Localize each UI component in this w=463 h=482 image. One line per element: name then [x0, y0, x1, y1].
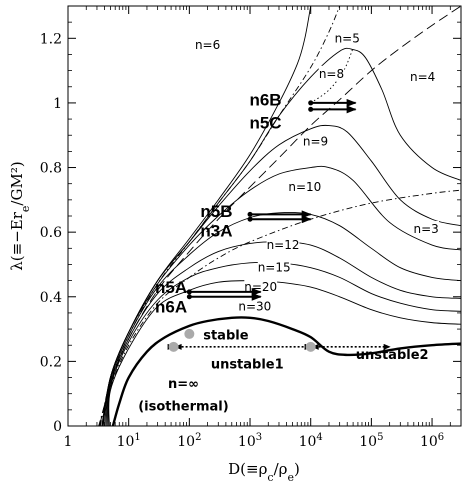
- x-tick-label: 103: [238, 432, 262, 450]
- series-label: n=9: [303, 135, 328, 149]
- x-tick-label: 104: [299, 432, 323, 450]
- series-label-bg: [257, 259, 291, 274]
- arrow-start-dot: [186, 294, 192, 300]
- series-label: n=12: [267, 238, 300, 252]
- series-label-bg: [334, 30, 361, 45]
- series-label: n=10: [288, 180, 321, 194]
- model-label: n6A: [155, 297, 187, 316]
- series-line-n=5: [99, 6, 341, 426]
- series-label: n=30: [238, 299, 271, 313]
- x-tick-label: 105: [359, 432, 383, 450]
- y-tick-label: 0.4: [40, 290, 62, 306]
- series-label-bg: [288, 178, 322, 193]
- x-tick-label: 101: [117, 432, 141, 450]
- x-tick-label: 102: [177, 432, 201, 450]
- series-label: n=3: [414, 222, 439, 236]
- series-label-bg: [318, 65, 345, 80]
- gray-point: [184, 328, 195, 339]
- model-label: n3A: [200, 222, 232, 241]
- gray-point: [305, 341, 316, 352]
- gray-point: [168, 341, 179, 352]
- axis-ticks: 1 101 102 103 104 105 106 0 0.2 0.4 0.6 0.8 1 1.2: [40, 6, 462, 450]
- model-label: n5B: [200, 202, 232, 221]
- series-line-n=15: [106, 241, 461, 426]
- annotations: n=3n=4n=5n=6n=8n=9n=10n=12n=15n=20n=30n=…: [138, 30, 439, 415]
- series-label-bg: [194, 36, 221, 51]
- series-line-n=∞: [111, 316, 461, 426]
- y-tick-label: 0.6: [40, 225, 62, 241]
- arrow-start-dot: [308, 100, 314, 106]
- series-label-bg: [302, 133, 329, 148]
- series-label: n=4: [410, 70, 435, 84]
- y-tick-label: 0: [53, 419, 62, 435]
- y-tick-label: 0.2: [40, 354, 62, 370]
- arrow-start-dot: [308, 106, 314, 112]
- series-line-n=10: [104, 165, 461, 426]
- x-tick-label: 1: [64, 434, 73, 450]
- x-axis-label: D(≡ρc/ρe): [228, 460, 300, 482]
- y-tick-label: 0.8: [40, 161, 62, 177]
- isothermal-label: (isothermal): [138, 400, 228, 415]
- series-label: n=15: [258, 261, 291, 275]
- series-line-n=3: [98, 189, 461, 426]
- series-label: n=8: [319, 67, 344, 81]
- series-label-bg: [413, 220, 439, 235]
- arrow-start-dot: [247, 211, 253, 217]
- y-axis-label: λ(≡−Ere/GM²): [8, 161, 32, 270]
- y-tick-label: 1.2: [40, 31, 62, 47]
- y-tick-label: 1: [53, 96, 62, 112]
- series-label-bg: [409, 69, 436, 84]
- model-label: n5A: [155, 278, 187, 297]
- series-label: n=5: [335, 31, 360, 45]
- dotted-curve: [310, 47, 354, 104]
- series-label: n=6: [195, 38, 220, 52]
- x-tick-label: 106: [420, 432, 444, 450]
- series-label-bg: [238, 298, 272, 313]
- series-label-bg: [266, 237, 300, 252]
- region-label: stable: [203, 329, 248, 344]
- model-label: n6B: [249, 91, 281, 110]
- series-label: n=∞: [168, 377, 199, 392]
- model-label: n5C: [249, 113, 281, 132]
- arrow-start-dot: [247, 216, 253, 222]
- series-line-n=9: [102, 124, 461, 426]
- arrow-start-dot: [186, 289, 192, 295]
- region-label: unstable2: [356, 348, 429, 363]
- region-label: unstable1: [211, 358, 284, 373]
